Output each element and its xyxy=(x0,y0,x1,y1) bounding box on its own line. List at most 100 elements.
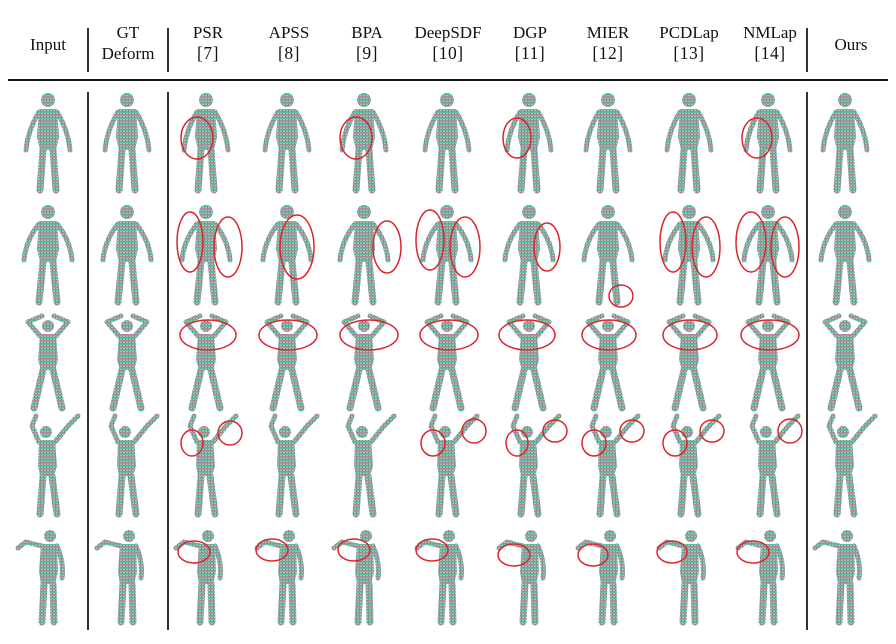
figure-head xyxy=(525,530,537,542)
figure-limb xyxy=(769,146,780,194)
figure-limb xyxy=(365,366,382,412)
figure-limb xyxy=(275,472,286,518)
figure-head xyxy=(443,530,455,542)
highlight-circle xyxy=(497,543,531,567)
highlight-circle xyxy=(777,418,803,444)
highlight-circle xyxy=(498,319,556,351)
figure-limb xyxy=(108,413,121,445)
figure-limb xyxy=(133,543,144,581)
figure-limb xyxy=(115,472,126,518)
figure-limb xyxy=(677,146,688,194)
figure-torso xyxy=(758,440,777,476)
figure-head xyxy=(120,205,134,219)
highlight-circle xyxy=(542,419,568,443)
figure-limb xyxy=(293,543,304,581)
figure-ours-row-5 xyxy=(812,530,862,626)
figure-head xyxy=(762,320,774,332)
figure-head xyxy=(280,93,294,107)
figure-limb xyxy=(755,258,767,306)
figure-pcdlap-row-5 xyxy=(656,530,706,626)
figure-ours-row-3 xyxy=(822,313,868,412)
figure-limb xyxy=(48,472,61,518)
highlight-circle xyxy=(213,216,243,278)
figure-limb xyxy=(287,472,300,518)
figure-limb xyxy=(833,146,844,194)
highlight-circle xyxy=(180,116,214,160)
figure-limb xyxy=(596,146,607,194)
figure-limb xyxy=(774,543,785,581)
figure-limb xyxy=(749,413,762,445)
figure-limb xyxy=(109,366,126,412)
figure-head xyxy=(41,205,55,219)
figure-limb xyxy=(264,313,284,339)
figure-apss-row-5 xyxy=(254,530,304,626)
figure-torso xyxy=(276,221,298,262)
figure-limb xyxy=(207,146,218,194)
header-divider xyxy=(167,28,169,72)
header-bpa: BPA [9] xyxy=(340,22,394,64)
column-label: APSS xyxy=(268,23,310,42)
figure-limb xyxy=(851,221,872,263)
figure-limb xyxy=(290,313,310,339)
figure-limb xyxy=(293,221,314,263)
figure-limb xyxy=(262,109,281,153)
figure-limb xyxy=(448,580,457,626)
figure-limb xyxy=(38,580,48,626)
figure-limb xyxy=(849,413,878,445)
figure-head xyxy=(837,426,849,438)
figure-limb xyxy=(128,366,145,412)
figure-torso xyxy=(39,544,58,584)
figure-limb xyxy=(370,221,391,263)
figure-ours-row-1 xyxy=(820,93,870,194)
figure-head xyxy=(522,205,536,219)
figure-apss-row-2 xyxy=(260,205,314,306)
figure-limb xyxy=(774,109,793,153)
figure-limb xyxy=(429,366,446,412)
figure-torso xyxy=(678,221,700,262)
figure-limb xyxy=(612,413,641,445)
figure-torso xyxy=(519,334,539,370)
figure-head xyxy=(764,530,776,542)
figure-limb xyxy=(690,580,699,626)
figure-limb xyxy=(812,539,842,551)
figure-bpa-row-1 xyxy=(339,93,389,194)
figure-head xyxy=(280,205,294,219)
figure-torso xyxy=(277,440,296,476)
figure-torso xyxy=(195,221,217,262)
figure-limb xyxy=(102,109,121,153)
figure-limb xyxy=(179,221,200,263)
figure-torso xyxy=(519,440,538,476)
figure-nmlap-row-5 xyxy=(735,530,785,626)
figure-torso xyxy=(678,109,700,150)
figure-torso xyxy=(116,109,138,150)
highlight-circle xyxy=(577,543,609,567)
figure-head xyxy=(357,93,371,107)
figure-limb xyxy=(370,109,389,153)
figure-torso xyxy=(598,440,617,476)
figure-head xyxy=(279,426,291,438)
figure-head xyxy=(602,320,614,332)
figure-limb xyxy=(210,413,239,445)
figure-limb xyxy=(511,366,528,412)
header-pcdlap: PCDLap [13] xyxy=(650,22,728,64)
highlight-circle xyxy=(608,284,634,308)
figure-deepsdf-row-1 xyxy=(422,93,472,194)
figure-torso xyxy=(518,221,540,262)
figure-head xyxy=(198,426,210,438)
figure-limb xyxy=(128,580,137,626)
figure-head xyxy=(601,205,615,219)
figure-limb xyxy=(448,258,460,306)
figure-torso xyxy=(197,544,216,584)
figure-ours-row-4 xyxy=(826,413,878,518)
figure-limb xyxy=(345,413,358,445)
figure-limb xyxy=(818,221,839,263)
figure-deepsdf-row-4 xyxy=(428,413,480,518)
highlight-circle xyxy=(741,117,773,159)
figure-nmlap-row-2 xyxy=(741,205,795,306)
figure-limb xyxy=(293,109,312,153)
figure-limb xyxy=(448,366,465,412)
figure-apss-row-3 xyxy=(264,313,310,412)
figure-limb xyxy=(36,472,47,518)
figure-limb xyxy=(695,221,716,263)
